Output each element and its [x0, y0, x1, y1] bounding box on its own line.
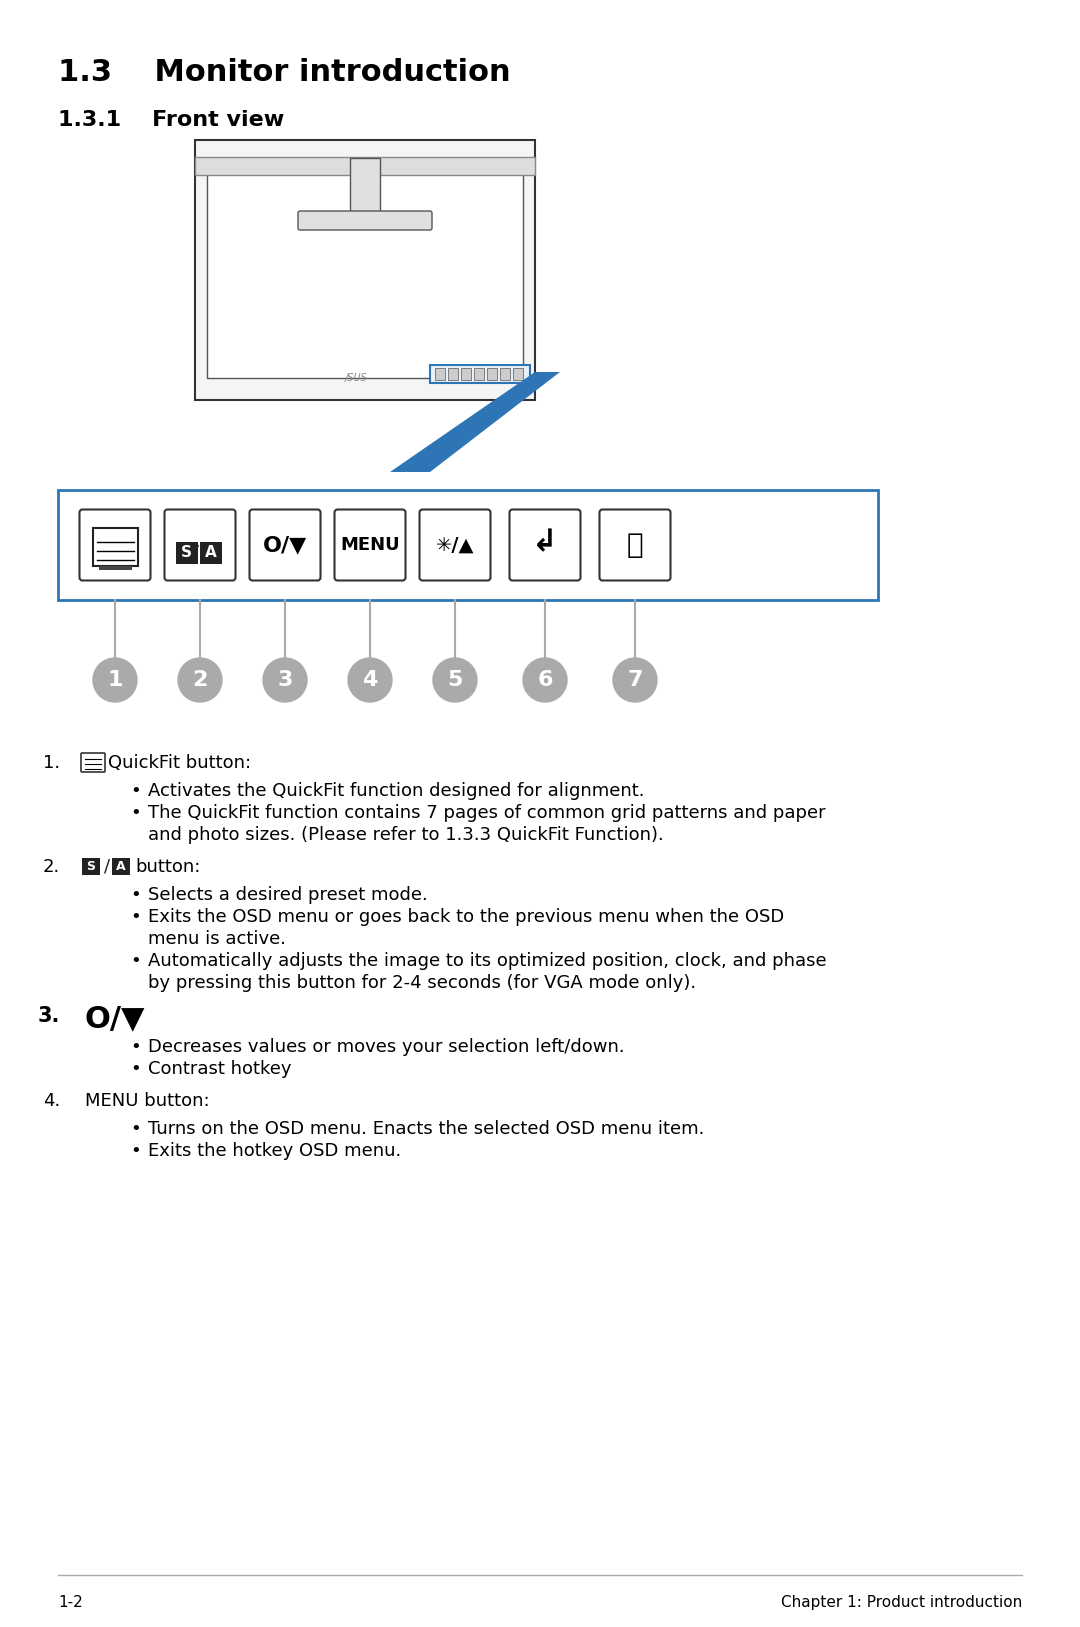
Text: 3: 3: [278, 670, 293, 690]
FancyBboxPatch shape: [164, 509, 235, 581]
Text: Exits the OSD menu or goes back to the previous menu when the OSD: Exits the OSD menu or goes back to the p…: [148, 908, 784, 926]
Text: QuickFit button:: QuickFit button:: [108, 753, 252, 771]
Bar: [195, 156, 535, 176]
Text: A: A: [117, 861, 125, 874]
Text: Exits the hotkey OSD menu.: Exits the hotkey OSD menu.: [148, 1142, 402, 1160]
Text: Contrast hotkey: Contrast hotkey: [148, 1061, 292, 1079]
Bar: [82, 857, 100, 875]
Text: 2: 2: [192, 670, 207, 690]
Text: 6: 6: [537, 670, 553, 690]
Circle shape: [178, 657, 222, 701]
Text: Chapter 1: Product introduction: Chapter 1: Product introduction: [781, 1594, 1022, 1611]
Bar: [461, 368, 471, 381]
Text: 4.: 4.: [43, 1092, 60, 1110]
Text: •: •: [130, 887, 140, 905]
Text: •: •: [130, 952, 140, 970]
Bar: [474, 368, 484, 381]
Text: /: /: [193, 543, 200, 561]
Text: by pressing this button for 2-4 seconds (for VGA mode only).: by pressing this button for 2-4 seconds …: [148, 975, 697, 992]
Text: The QuickFit function contains 7 pages of common grid patterns and paper: The QuickFit function contains 7 pages o…: [148, 804, 825, 822]
Circle shape: [348, 657, 392, 701]
Text: A: A: [204, 545, 216, 560]
Text: Turns on the OSD menu. Enacts the selected OSD menu item.: Turns on the OSD menu. Enacts the select…: [148, 1119, 704, 1137]
Text: •: •: [130, 1038, 140, 1056]
Circle shape: [93, 657, 137, 701]
Bar: [487, 368, 497, 381]
Circle shape: [433, 657, 477, 701]
FancyBboxPatch shape: [93, 527, 137, 566]
Text: 1: 1: [107, 670, 123, 690]
Text: •: •: [130, 1061, 140, 1079]
Text: 1.3.1    Front view: 1.3.1 Front view: [58, 111, 284, 130]
FancyBboxPatch shape: [58, 490, 878, 600]
Circle shape: [523, 657, 567, 701]
Text: ✳/▲: ✳/▲: [435, 535, 474, 555]
Text: S: S: [181, 545, 192, 560]
Text: 5: 5: [447, 670, 462, 690]
Bar: [112, 857, 130, 875]
Text: MENU: MENU: [340, 535, 400, 555]
Text: Decreases values or moves your selection left/down.: Decreases values or moves your selection…: [148, 1038, 624, 1056]
Text: and photo sizes. (Please refer to 1.3.3 QuickFit Function).: and photo sizes. (Please refer to 1.3.3 …: [148, 827, 664, 844]
Text: MENU button:: MENU button:: [85, 1092, 210, 1110]
Text: /: /: [104, 857, 110, 875]
Text: •: •: [130, 1142, 140, 1160]
FancyBboxPatch shape: [207, 163, 523, 377]
Bar: [98, 566, 132, 569]
Bar: [448, 368, 458, 381]
Text: •: •: [130, 1119, 140, 1137]
Text: Activates the QuickFit function designed for alignment.: Activates the QuickFit function designed…: [148, 783, 645, 800]
Text: menu is active.: menu is active.: [148, 931, 286, 949]
Bar: [350, 158, 380, 213]
FancyBboxPatch shape: [80, 509, 150, 581]
Text: •: •: [130, 908, 140, 926]
Bar: [500, 368, 510, 381]
Text: 7: 7: [627, 670, 643, 690]
Text: O/▼: O/▼: [262, 535, 307, 555]
Text: S: S: [86, 861, 95, 874]
FancyBboxPatch shape: [419, 509, 490, 581]
Text: •: •: [130, 804, 140, 822]
FancyBboxPatch shape: [195, 140, 535, 400]
Polygon shape: [390, 373, 561, 472]
FancyBboxPatch shape: [200, 542, 221, 563]
FancyBboxPatch shape: [81, 753, 105, 771]
FancyBboxPatch shape: [175, 542, 198, 563]
Bar: [435, 368, 445, 381]
FancyBboxPatch shape: [249, 509, 321, 581]
Bar: [195, 156, 535, 176]
Text: ⏻: ⏻: [626, 530, 644, 560]
Text: 3.: 3.: [38, 1005, 60, 1027]
Text: Selects a desired preset mode.: Selects a desired preset mode.: [148, 887, 428, 905]
Bar: [513, 368, 523, 381]
Text: •: •: [130, 783, 140, 800]
Text: 2.: 2.: [43, 857, 60, 875]
Text: 1.: 1.: [43, 753, 60, 771]
Text: /SUS: /SUS: [345, 373, 368, 382]
Text: 1.3    Monitor introduction: 1.3 Monitor introduction: [58, 59, 511, 86]
FancyBboxPatch shape: [430, 364, 530, 382]
Text: button:: button:: [135, 857, 201, 875]
Text: 1-2: 1-2: [58, 1594, 83, 1611]
Circle shape: [613, 657, 657, 701]
FancyBboxPatch shape: [335, 509, 405, 581]
Text: 4: 4: [362, 670, 378, 690]
FancyBboxPatch shape: [510, 509, 581, 581]
Text: Automatically adjusts the image to its optimized position, clock, and phase: Automatically adjusts the image to its o…: [148, 952, 826, 970]
FancyBboxPatch shape: [298, 212, 432, 229]
Text: O/▼: O/▼: [85, 1004, 146, 1033]
Text: ↲: ↲: [532, 529, 557, 558]
Circle shape: [264, 657, 307, 701]
FancyBboxPatch shape: [599, 509, 671, 581]
